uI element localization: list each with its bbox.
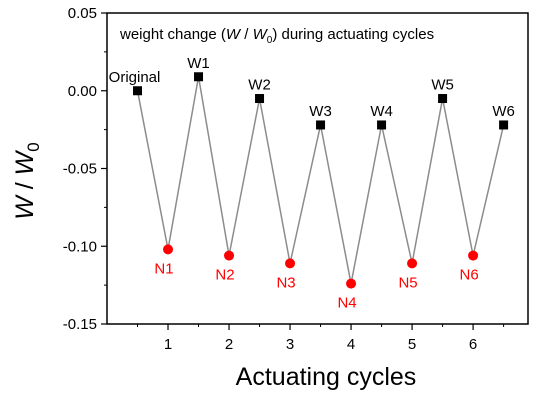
point-label: N1 xyxy=(154,260,173,277)
point-label: W5 xyxy=(431,77,454,94)
y-tick-label: -0.15 xyxy=(63,316,97,333)
title-italic-w0: W xyxy=(253,26,269,43)
point-label: N3 xyxy=(276,274,295,291)
title-text-end: ) during actuating cycles xyxy=(272,26,434,43)
ylabel-slash: / xyxy=(11,175,39,196)
x-tick-label: 6 xyxy=(469,336,477,353)
square-marker xyxy=(438,94,448,104)
ylabel-subscript: 0 xyxy=(24,142,43,151)
ylabel-w: W xyxy=(11,194,39,220)
square-marker xyxy=(316,120,326,130)
circle-marker xyxy=(407,258,418,269)
point-labels: Original N1 W1 N2 W2 N3 W3 N4 W4 N5 W5 N6 W6 xyxy=(109,55,515,312)
y-tick-label: 0.00 xyxy=(68,83,97,100)
circle-marker xyxy=(346,278,357,289)
y-tick-label: -0.10 xyxy=(63,238,97,255)
x-tick-label: 1 xyxy=(164,336,172,353)
x-tick-label: 4 xyxy=(347,336,355,353)
circle-marker xyxy=(468,250,479,261)
point-label: N4 xyxy=(337,295,356,312)
title-subscript: 0 xyxy=(267,35,273,46)
square-marker xyxy=(377,120,387,130)
y-tick-label: -0.05 xyxy=(63,161,97,178)
title-slash: / xyxy=(240,26,253,43)
point-label: N6 xyxy=(459,267,478,284)
data-markers xyxy=(133,72,509,289)
point-label: W3 xyxy=(309,103,332,120)
point-label: N5 xyxy=(398,274,417,291)
square-marker xyxy=(499,120,509,130)
square-marker xyxy=(133,86,143,96)
point-label: W4 xyxy=(370,103,393,120)
x-tick-label: 2 xyxy=(225,336,233,353)
y-axis-title: W / W0 xyxy=(11,142,43,220)
circle-marker xyxy=(163,244,174,255)
x-tick-label: 3 xyxy=(286,336,294,353)
circle-marker xyxy=(285,258,296,269)
x-tick-label: 5 xyxy=(408,336,416,353)
axis-ticks: 1 2 3 4 5 6 0.05 0.00 -0.05 -0.10 -0.15 xyxy=(63,5,505,353)
point-label: W6 xyxy=(492,103,515,120)
chart-title: weight change (W / W0) during actuating … xyxy=(119,26,434,46)
title-text: weight change ( xyxy=(119,26,226,43)
point-label: W2 xyxy=(248,77,271,94)
ylabel-w0: W xyxy=(11,149,39,175)
y-tick-label: 0.05 xyxy=(68,5,97,22)
point-label: N2 xyxy=(215,267,234,284)
square-marker xyxy=(255,94,265,104)
circle-marker xyxy=(224,250,235,261)
title-italic-w: W xyxy=(226,26,242,43)
point-label: W1 xyxy=(187,55,210,72)
point-label: Original xyxy=(109,69,161,86)
square-marker xyxy=(194,72,204,82)
x-axis-title: Actuating cycles xyxy=(236,363,417,391)
